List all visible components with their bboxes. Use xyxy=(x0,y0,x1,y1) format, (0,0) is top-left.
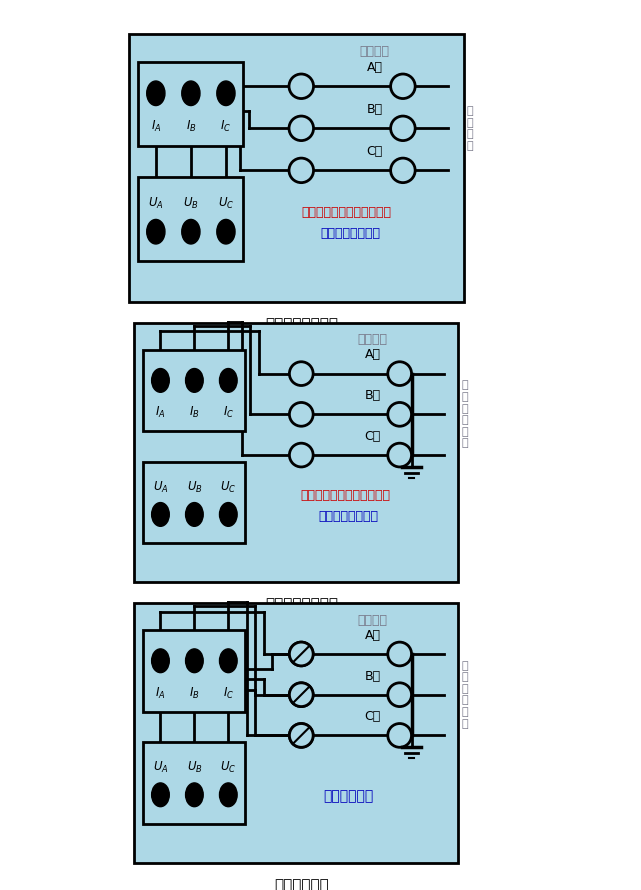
Text: 正序阻抗接线: 正序阻抗接线 xyxy=(324,789,374,804)
Text: A相: A相 xyxy=(367,61,383,74)
Text: $I_A$: $I_A$ xyxy=(151,119,161,134)
Text: B相: B相 xyxy=(367,102,383,116)
Bar xyxy=(144,742,246,823)
Ellipse shape xyxy=(147,220,165,244)
Circle shape xyxy=(289,361,313,385)
Text: 对
端
短
接
接
地: 对 端 短 接 接 地 xyxy=(462,660,468,729)
Ellipse shape xyxy=(217,81,235,106)
Text: $I_C$: $I_C$ xyxy=(221,119,231,134)
Text: $U_A$: $U_A$ xyxy=(148,196,163,211)
Text: C相: C相 xyxy=(364,430,381,443)
Text: $U_C$: $U_C$ xyxy=(220,760,237,775)
Ellipse shape xyxy=(152,368,169,392)
Text: A相: A相 xyxy=(365,349,381,361)
Ellipse shape xyxy=(185,503,203,526)
Text: C相: C相 xyxy=(364,710,381,724)
Text: $U_C$: $U_C$ xyxy=(218,196,234,211)
Text: C相: C相 xyxy=(367,144,383,158)
Bar xyxy=(144,630,246,712)
Ellipse shape xyxy=(219,368,237,392)
Text: $I_B$: $I_B$ xyxy=(189,405,200,420)
Text: $I_B$: $I_B$ xyxy=(189,685,200,700)
Text: 被测线路: 被测线路 xyxy=(358,333,388,346)
Text: $I_B$: $I_B$ xyxy=(186,119,196,134)
Text: 高压危险！使用绝缘手套。: 高压危险！使用绝缘手套。 xyxy=(302,206,392,219)
Ellipse shape xyxy=(217,220,235,244)
Text: $I_C$: $I_C$ xyxy=(222,405,234,420)
Text: 感应电流测试接线: 感应电流测试接线 xyxy=(265,597,338,612)
Circle shape xyxy=(390,116,415,141)
Text: 高压危险！使用绝缘手套。: 高压危险！使用绝缘手套。 xyxy=(301,490,390,502)
Circle shape xyxy=(289,724,313,748)
Circle shape xyxy=(289,683,313,707)
Ellipse shape xyxy=(185,368,203,392)
Text: B相: B相 xyxy=(365,669,381,683)
Bar xyxy=(144,462,246,543)
Circle shape xyxy=(289,116,313,141)
Ellipse shape xyxy=(185,649,203,673)
Circle shape xyxy=(289,642,313,666)
Text: $U_B$: $U_B$ xyxy=(187,760,203,775)
Text: $U_A$: $U_A$ xyxy=(153,480,169,495)
Circle shape xyxy=(289,724,313,748)
Circle shape xyxy=(390,158,415,182)
Text: $U_B$: $U_B$ xyxy=(187,480,203,495)
Text: 被测线路: 被测线路 xyxy=(360,44,390,58)
Text: $U_B$: $U_B$ xyxy=(183,196,199,211)
Bar xyxy=(138,61,244,146)
Circle shape xyxy=(289,443,313,467)
Circle shape xyxy=(388,683,412,707)
Circle shape xyxy=(289,402,313,426)
Ellipse shape xyxy=(219,649,237,673)
Text: $I_A$: $I_A$ xyxy=(155,405,166,420)
Text: 感应电压测试接线: 感应电压测试接线 xyxy=(320,227,380,240)
Text: 对
端
悬
空: 对 端 悬 空 xyxy=(467,106,474,150)
Ellipse shape xyxy=(219,783,237,806)
Ellipse shape xyxy=(182,220,200,244)
Circle shape xyxy=(388,642,412,666)
Circle shape xyxy=(388,724,412,748)
Ellipse shape xyxy=(152,503,169,526)
Circle shape xyxy=(289,683,313,707)
Text: 正序阻抗接线: 正序阻抗接线 xyxy=(274,878,329,890)
Text: $I_C$: $I_C$ xyxy=(222,685,234,700)
Ellipse shape xyxy=(147,81,165,106)
Bar xyxy=(138,177,244,262)
Circle shape xyxy=(289,158,313,182)
Ellipse shape xyxy=(219,503,237,526)
Circle shape xyxy=(289,74,313,99)
Ellipse shape xyxy=(182,81,200,106)
Circle shape xyxy=(388,443,412,467)
Text: $U_C$: $U_C$ xyxy=(220,480,237,495)
Circle shape xyxy=(388,361,412,385)
Text: 感应电压测试接线: 感应电压测试接线 xyxy=(265,318,338,333)
Text: $U_A$: $U_A$ xyxy=(153,760,169,775)
Bar xyxy=(144,350,246,432)
Ellipse shape xyxy=(185,783,203,806)
Text: 感应电流测试接线: 感应电流测试接线 xyxy=(319,510,379,522)
Text: 被测线路: 被测线路 xyxy=(358,613,388,627)
Circle shape xyxy=(388,402,412,426)
Ellipse shape xyxy=(152,783,169,806)
Circle shape xyxy=(390,74,415,99)
Text: B相: B相 xyxy=(365,389,381,402)
Text: 对
端
短
接
接
地: 对 端 短 接 接 地 xyxy=(462,380,468,449)
Ellipse shape xyxy=(152,649,169,673)
Text: $I_A$: $I_A$ xyxy=(155,685,166,700)
Circle shape xyxy=(289,642,313,666)
Text: A相: A相 xyxy=(365,629,381,642)
